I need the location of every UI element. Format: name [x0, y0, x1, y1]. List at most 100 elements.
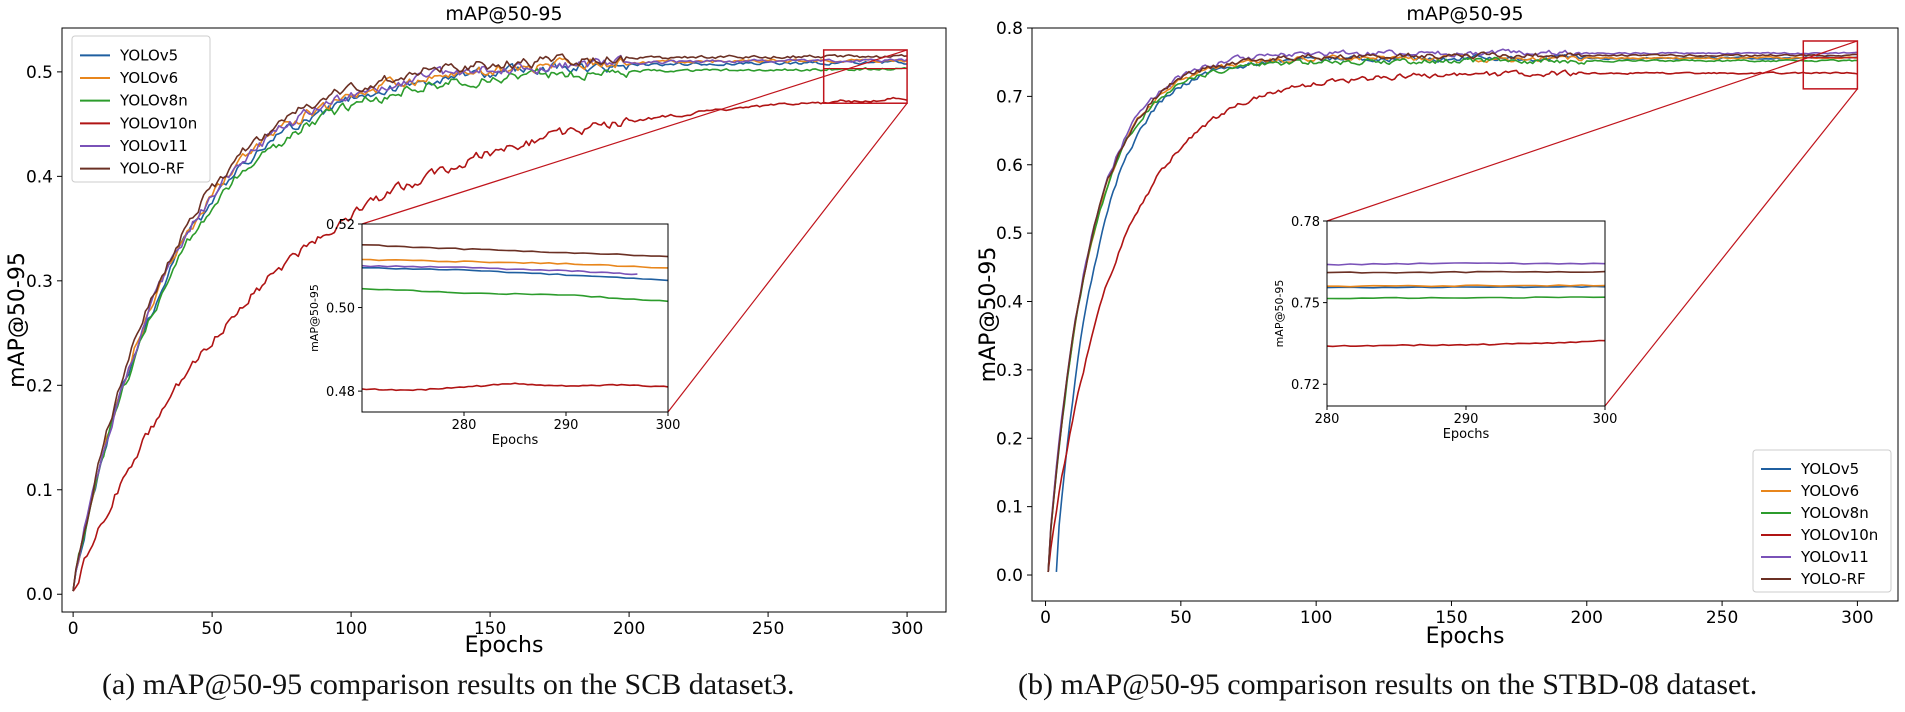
- series-line-YOLOv8n: [1047, 56, 1858, 572]
- inset-frame: [361, 223, 669, 413]
- series-line-YOLO-RF: [1047, 51, 1858, 572]
- series-line-YOLO-RF: [72, 53, 908, 592]
- y-axis-label: mAP@50-95: [976, 247, 1001, 383]
- y-tick-label: 0.1: [26, 481, 53, 501]
- x-tick-label: 300: [891, 619, 923, 639]
- y-tick-label: 0.2: [26, 376, 53, 396]
- inset-line-YOLOv8n: [362, 287, 668, 303]
- inset-y-tick-label: 0.72: [1291, 378, 1320, 393]
- inset-line-YOLOv10n: [1327, 339, 1605, 348]
- x-tick-label: 250: [1706, 608, 1738, 628]
- legend: YOLOv5 YOLOv6 YOLOv8n YOLOv10n YOLOv11 YOLO-R…: [71, 35, 211, 183]
- x-tick-label: 200: [613, 619, 645, 639]
- x-tick-label: 150: [1435, 608, 1467, 628]
- inset-line-YOLOv6: [1327, 284, 1605, 288]
- legend-label-YOLOv5: YOLOv5: [119, 46, 178, 64]
- y-tick-label: 0.0: [26, 585, 53, 605]
- zoom-connector: [667, 102, 908, 413]
- legend-label-YOLOv10n: YOLOv10n: [1800, 526, 1878, 544]
- inset-y-tick-label: 0.50: [326, 302, 355, 317]
- x-tick-label: 0: [68, 619, 79, 639]
- inset-x-tick-label: 300: [1593, 412, 1618, 427]
- zoom-connector: [1604, 88, 1858, 407]
- inset-a: 280 290 300 0.48 0.50 0.52 Epochs mAP@50-95: [308, 218, 680, 448]
- series-line-YOLOv11: [72, 54, 908, 592]
- inset-x-tick-label: 300: [656, 418, 681, 433]
- zoom-box: [1802, 40, 1859, 90]
- legend-label-YOLOv6: YOLOv6: [119, 69, 178, 87]
- plot-frame: [61, 27, 947, 613]
- x-tick-label: 200: [1571, 608, 1603, 628]
- y-tick-label: 0.3: [996, 361, 1023, 381]
- x-tick-label: 250: [752, 619, 784, 639]
- x-tick-label: 50: [1170, 608, 1192, 628]
- zoom-box: [822, 49, 908, 104]
- x-tick-label: 150: [474, 619, 506, 639]
- x-tick-label: 0: [1040, 608, 1051, 628]
- inset-x-tick-label: 280: [452, 418, 477, 433]
- legend: YOLOv5 YOLOv6 YOLOv8n YOLOv10n YOLOv11 YOLO-R…: [1752, 449, 1892, 593]
- inset-line-YOLOv11: [362, 264, 638, 276]
- legend-label-YOLOv10n: YOLOv10n: [119, 114, 197, 132]
- x-axis-label: Epochs: [465, 633, 544, 658]
- inset-line-YOLOv6: [362, 258, 668, 269]
- y-tick-label: 0.1: [996, 498, 1023, 518]
- y-axis-label: mAP@50-95: [5, 252, 30, 388]
- x-tick-label: 100: [335, 619, 367, 639]
- caption-a: (a) mAP@50-95 comparison results on the …: [102, 668, 795, 701]
- x-tick-label: 50: [201, 619, 223, 639]
- y-tick-label: 0.4: [26, 167, 53, 187]
- y-tick-label: 0.7: [996, 87, 1023, 107]
- inset-line-YOLOv11: [1327, 262, 1605, 266]
- y-tick-label: 0.4: [996, 293, 1023, 313]
- inset-x-tick-label: 280: [1315, 412, 1340, 427]
- inset-x-tick-label: 290: [1454, 412, 1479, 427]
- legend-label-YOLOv11: YOLOv11: [1800, 548, 1869, 566]
- zoom-connector: [1326, 40, 1858, 222]
- inset-x-axis-label: Epochs: [1443, 427, 1490, 442]
- inset-line-YOLOv10n: [362, 382, 668, 392]
- y-tick-label: 0.5: [996, 224, 1023, 244]
- legend-label-YOLO-RF: YOLO-RF: [1800, 570, 1866, 588]
- y-tick-label: 0.8: [996, 19, 1023, 39]
- legend-label-YOLOv11: YOLOv11: [119, 137, 188, 155]
- inset-line-YOLOv5: [1327, 285, 1605, 289]
- inset-frame: [1326, 220, 1606, 407]
- chart-b: 0 50 100 150 200 250 300 0.0 0.1 0.2 0.3 0.4 0.5 0.6 0…: [976, 3, 1899, 649]
- inset-y-tick-label: 0.75: [1291, 297, 1320, 312]
- inset-b: 280 290 300 0.72 0.75 0.78 Epochs mAP@50-95: [1273, 215, 1617, 442]
- inset-line-YOLOv5: [362, 267, 668, 282]
- inset-y-tick-label: 0.78: [1291, 215, 1320, 230]
- inset-series-group: [1327, 262, 1605, 348]
- chart-title: mAP@50-95: [445, 3, 562, 25]
- y-tick-label: 0.6: [996, 156, 1023, 176]
- inset-y-axis-label: mAP@50-95: [1273, 280, 1286, 348]
- inset-frame-top: [361, 223, 669, 413]
- inset-x-tick-label: 290: [554, 418, 579, 433]
- legend-label-YOLO-RF: YOLO-RF: [119, 160, 185, 178]
- caption-b: (b) mAP@50-95 comparison results on the …: [1018, 668, 1758, 701]
- plot-frame: [1031, 27, 1899, 602]
- chart-a: 0 50 100 150 200 250 300 0.0 0.1 0.2 0.3 0.4 0.5 mAP@…: [5, 3, 947, 658]
- series-line-YOLOv8n: [72, 67, 908, 592]
- x-axis-label: Epochs: [1426, 624, 1505, 649]
- inset-x-axis-label: Epochs: [492, 433, 539, 448]
- inset-y-tick-label: 0.52: [326, 218, 355, 233]
- inset-series-group: [362, 244, 668, 392]
- inset-line-YOLO-RF: [1327, 270, 1605, 274]
- series-line-YOLOv10n: [1047, 69, 1858, 573]
- y-tick-label: 0.0: [996, 566, 1023, 586]
- series-line-YOLOv10n: [72, 96, 908, 592]
- series-group: [1047, 48, 1858, 573]
- zoom-connector: [361, 49, 908, 225]
- y-tick-label: 0.2: [996, 429, 1023, 449]
- inset-y-tick-label: 0.48: [326, 385, 355, 400]
- legend-label-YOLOv6: YOLOv6: [1800, 482, 1859, 500]
- legend-label-YOLOv8n: YOLOv8n: [119, 92, 188, 110]
- chart-title: mAP@50-95: [1406, 3, 1523, 25]
- inset-y-axis-label: mAP@50-95: [308, 284, 321, 352]
- y-tick-label: 0.3: [26, 272, 53, 292]
- inset-line-YOLOv8n: [1327, 296, 1605, 300]
- inset-line-YOLO-RF: [362, 244, 668, 258]
